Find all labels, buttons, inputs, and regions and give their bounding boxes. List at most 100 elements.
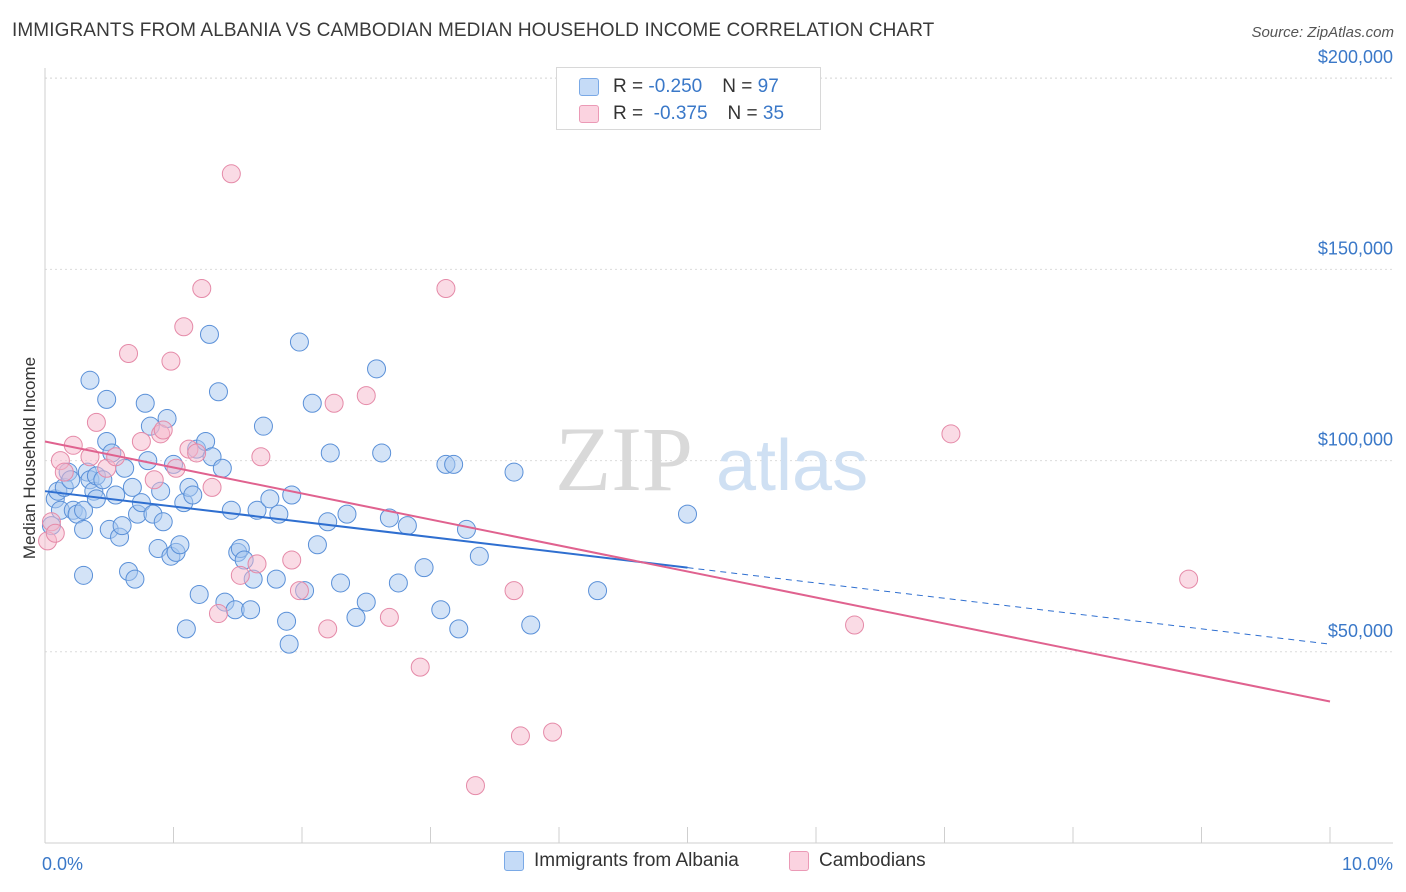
cambodian-point xyxy=(54,462,74,482)
albania-point xyxy=(588,581,608,601)
cambodian-point xyxy=(192,279,212,299)
cambodian-point xyxy=(247,554,267,574)
albania-point xyxy=(74,500,94,520)
albania-point xyxy=(431,600,451,620)
cambodian-point xyxy=(221,164,241,184)
y-tick-label: $200,000 xyxy=(1318,47,1393,67)
stats-n-value: 35 xyxy=(762,103,785,124)
stats-n-value: 97 xyxy=(757,76,779,97)
cambodian-point xyxy=(208,604,228,624)
albania-point xyxy=(135,393,155,413)
cambodian-point xyxy=(465,776,485,796)
albania-point xyxy=(346,607,366,627)
albania-point xyxy=(260,489,280,509)
albania-point xyxy=(74,565,94,585)
albania-point xyxy=(320,443,340,463)
stats-r-label: R = xyxy=(613,103,649,124)
albania-point xyxy=(112,516,132,536)
cambodian-point xyxy=(410,657,430,677)
albania-point xyxy=(279,634,299,654)
y-tick-label: $150,000 xyxy=(1318,238,1393,258)
albania-trendline xyxy=(44,490,688,569)
cambodian-point xyxy=(86,412,106,432)
albania-point xyxy=(318,512,338,532)
albania-point xyxy=(221,500,241,520)
albania-point xyxy=(289,332,309,352)
albania-trendline-extension xyxy=(687,567,1331,645)
x-tick-label: 0.0% xyxy=(42,854,83,874)
stats-legend: R = -0.250 N = 97 R = -0.375 N = 35 xyxy=(556,67,821,130)
y-tick-label: $50,000 xyxy=(1328,621,1393,641)
albania-point xyxy=(80,370,100,390)
albania-point xyxy=(331,573,351,593)
cambodian-point xyxy=(1179,569,1199,589)
cambodian-point xyxy=(941,424,961,444)
albania-point xyxy=(337,504,357,524)
albania-point xyxy=(302,393,322,413)
albania-point xyxy=(469,546,489,566)
stats-r-label: R = xyxy=(613,76,649,97)
albania-point xyxy=(176,619,196,639)
stats-row-cambodians: R = -0.375 N = 35 xyxy=(579,102,784,126)
cambodian-point xyxy=(282,550,302,570)
albania-point xyxy=(307,535,327,555)
albania-point xyxy=(241,600,261,620)
cambodian-point xyxy=(289,581,309,601)
cambodian-point xyxy=(187,443,207,463)
albania-point xyxy=(189,584,209,604)
legend-item-cambodians[interactable]: Cambodians xyxy=(789,850,926,872)
cambodian-point xyxy=(379,607,399,627)
cambodian-point xyxy=(543,722,563,742)
albania-point xyxy=(153,512,173,532)
y-tick-label: $100,000 xyxy=(1318,430,1393,450)
albania-point xyxy=(282,485,302,505)
legend-label-albania: Immigrants from Albania xyxy=(534,850,739,871)
albania-point xyxy=(212,458,232,478)
chart-title: IMMIGRANTS FROM ALBANIA VS CAMBODIAN MED… xyxy=(12,20,935,41)
albania-point xyxy=(379,508,399,528)
albania-point xyxy=(170,535,190,555)
albania-point xyxy=(253,416,273,436)
albania-point xyxy=(122,477,142,497)
cambodian-point xyxy=(119,344,139,364)
cambodian-trendline xyxy=(44,440,1331,703)
cambodian-point xyxy=(153,420,173,440)
albania-point xyxy=(521,615,541,635)
cambodian-point xyxy=(161,351,181,371)
cambodian-point xyxy=(504,581,524,601)
albania-point xyxy=(372,443,392,463)
cambodian-point xyxy=(144,470,164,490)
watermark-atlas: atlas xyxy=(716,426,868,506)
albania-point xyxy=(356,592,376,612)
x-tick-label: 10.0% xyxy=(1342,854,1393,874)
albania-point xyxy=(456,519,476,539)
legend-swatch-cambodians xyxy=(789,851,809,871)
albania-point xyxy=(277,611,297,631)
albania-point xyxy=(444,454,464,474)
legend-item-albania[interactable]: Immigrants from Albania xyxy=(504,850,739,872)
albania-point xyxy=(74,519,94,539)
stats-swatch-albania xyxy=(579,78,599,96)
cambodian-point xyxy=(230,565,250,585)
albania-point xyxy=(388,573,408,593)
albania-point xyxy=(97,389,117,409)
albania-point xyxy=(183,485,203,505)
cambodian-point xyxy=(251,447,271,467)
albania-point xyxy=(367,359,387,379)
stats-swatch-cambodians xyxy=(579,105,599,123)
stats-n-label: N = xyxy=(727,103,763,124)
legend-swatch-albania xyxy=(504,851,524,871)
stats-n-label: N = xyxy=(722,76,758,97)
cambodian-point xyxy=(510,726,530,746)
cambodian-point xyxy=(356,386,376,406)
cambodian-point xyxy=(174,317,194,337)
albania-point xyxy=(414,558,434,578)
albania-point xyxy=(247,500,267,520)
albania-point xyxy=(397,516,417,536)
cambodian-point xyxy=(45,523,65,543)
cambodian-point xyxy=(324,393,344,413)
albania-point xyxy=(125,569,145,589)
albania-point xyxy=(266,569,286,589)
stats-r-value: -0.375 xyxy=(648,103,708,124)
cambodian-point xyxy=(845,615,865,635)
